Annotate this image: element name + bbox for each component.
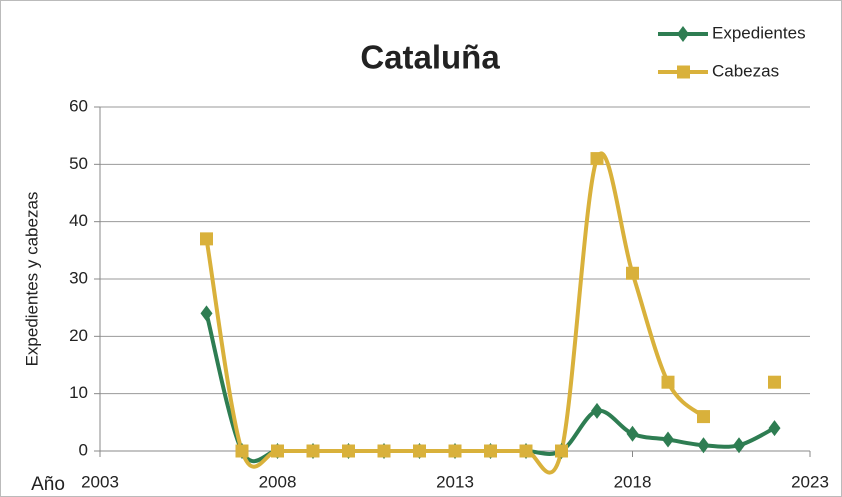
legend-marker (677, 65, 690, 79)
marker (697, 410, 710, 424)
marker (484, 444, 497, 458)
marker (342, 444, 355, 458)
y-tick-label: 30 (69, 268, 88, 287)
marker (697, 437, 710, 454)
marker (626, 266, 639, 280)
y-tick-label: 60 (69, 96, 88, 115)
marker (555, 444, 568, 458)
marker (448, 444, 462, 458)
y-tick-label: 50 (69, 154, 88, 173)
legend-label: Cabezas (712, 61, 779, 80)
marker (377, 444, 391, 458)
marker (235, 444, 249, 458)
marker (591, 402, 603, 419)
marker (519, 444, 533, 458)
y-tick-label: 10 (69, 383, 88, 402)
x-tick-label: 2008 (259, 472, 297, 491)
marker (306, 444, 320, 458)
marker (271, 444, 284, 458)
marker (662, 431, 674, 448)
x-tick-label: 2013 (436, 472, 474, 491)
y-tick-label: 20 (69, 326, 88, 345)
y-tick-label: 0 (79, 440, 88, 459)
marker (200, 232, 213, 246)
chart-title: Cataluña (360, 39, 500, 76)
marker (626, 425, 639, 442)
y-axis-label: Expedientes y cabezas (22, 192, 41, 367)
x-axis-label: Año (31, 474, 65, 495)
legend-marker (677, 26, 689, 42)
x-tick-label: 2003 (81, 472, 119, 491)
legend-label: Expedientes (712, 23, 806, 42)
x-tick-label: 2023 (791, 472, 829, 491)
marker (768, 375, 781, 389)
marker (768, 420, 781, 437)
marker (661, 375, 675, 389)
x-tick-label: 2018 (614, 472, 652, 491)
y-tick-label: 40 (69, 211, 88, 230)
marker (413, 444, 426, 458)
marker (590, 152, 604, 166)
marker (733, 437, 745, 454)
marker (200, 305, 213, 322)
